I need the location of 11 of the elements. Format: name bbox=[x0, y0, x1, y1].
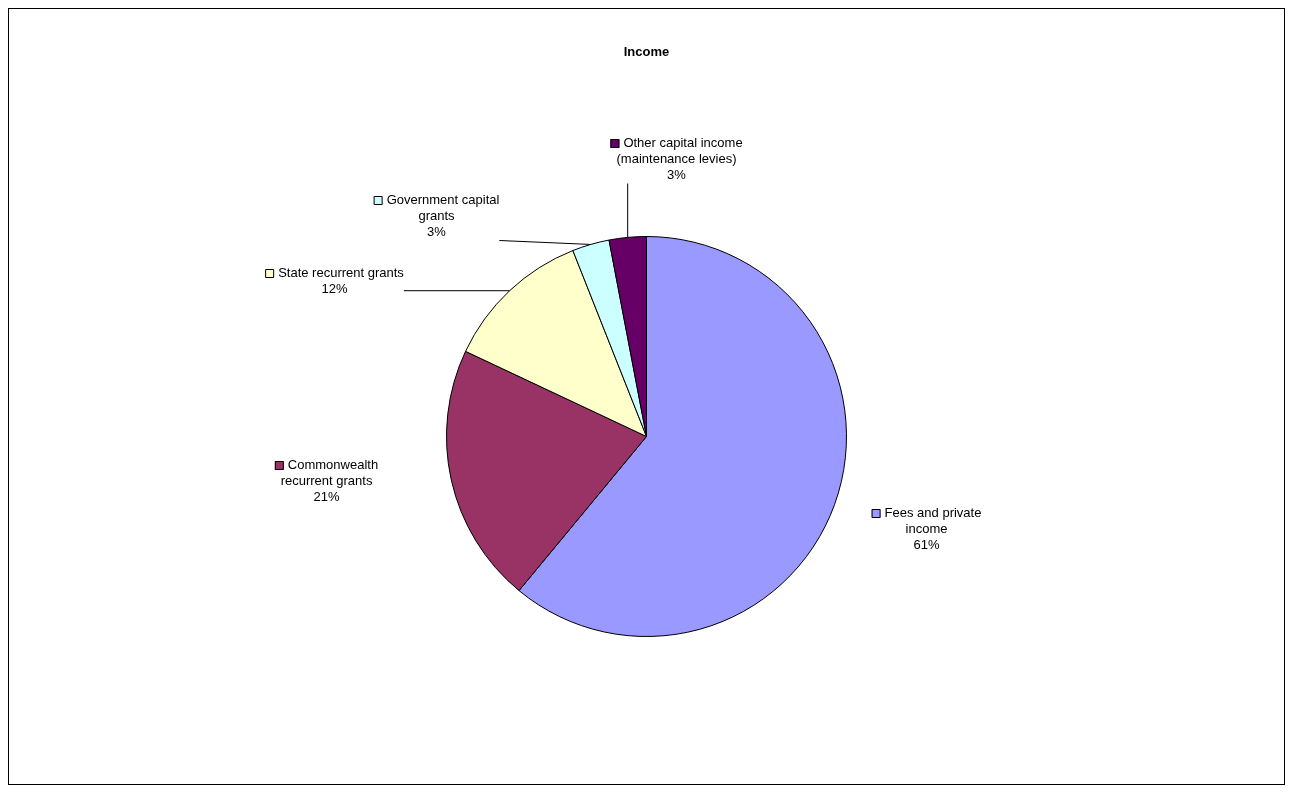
data-label: 12% bbox=[321, 281, 348, 297]
chart-title: Income bbox=[623, 43, 670, 59]
data-label: 21% bbox=[313, 489, 340, 505]
data-label: 3% bbox=[427, 224, 447, 240]
legend-label: Commonwealth recurrent grants bbox=[280, 457, 379, 489]
legend-label: State recurrent grants bbox=[278, 265, 405, 281]
legend-label: Other capital income (maintenance levies) bbox=[616, 135, 743, 167]
legend-label: Government capital grants bbox=[386, 192, 500, 224]
data-label: 3% bbox=[667, 167, 687, 183]
data-label: 61% bbox=[913, 537, 940, 553]
legend-label: Fees and private income bbox=[884, 505, 982, 537]
